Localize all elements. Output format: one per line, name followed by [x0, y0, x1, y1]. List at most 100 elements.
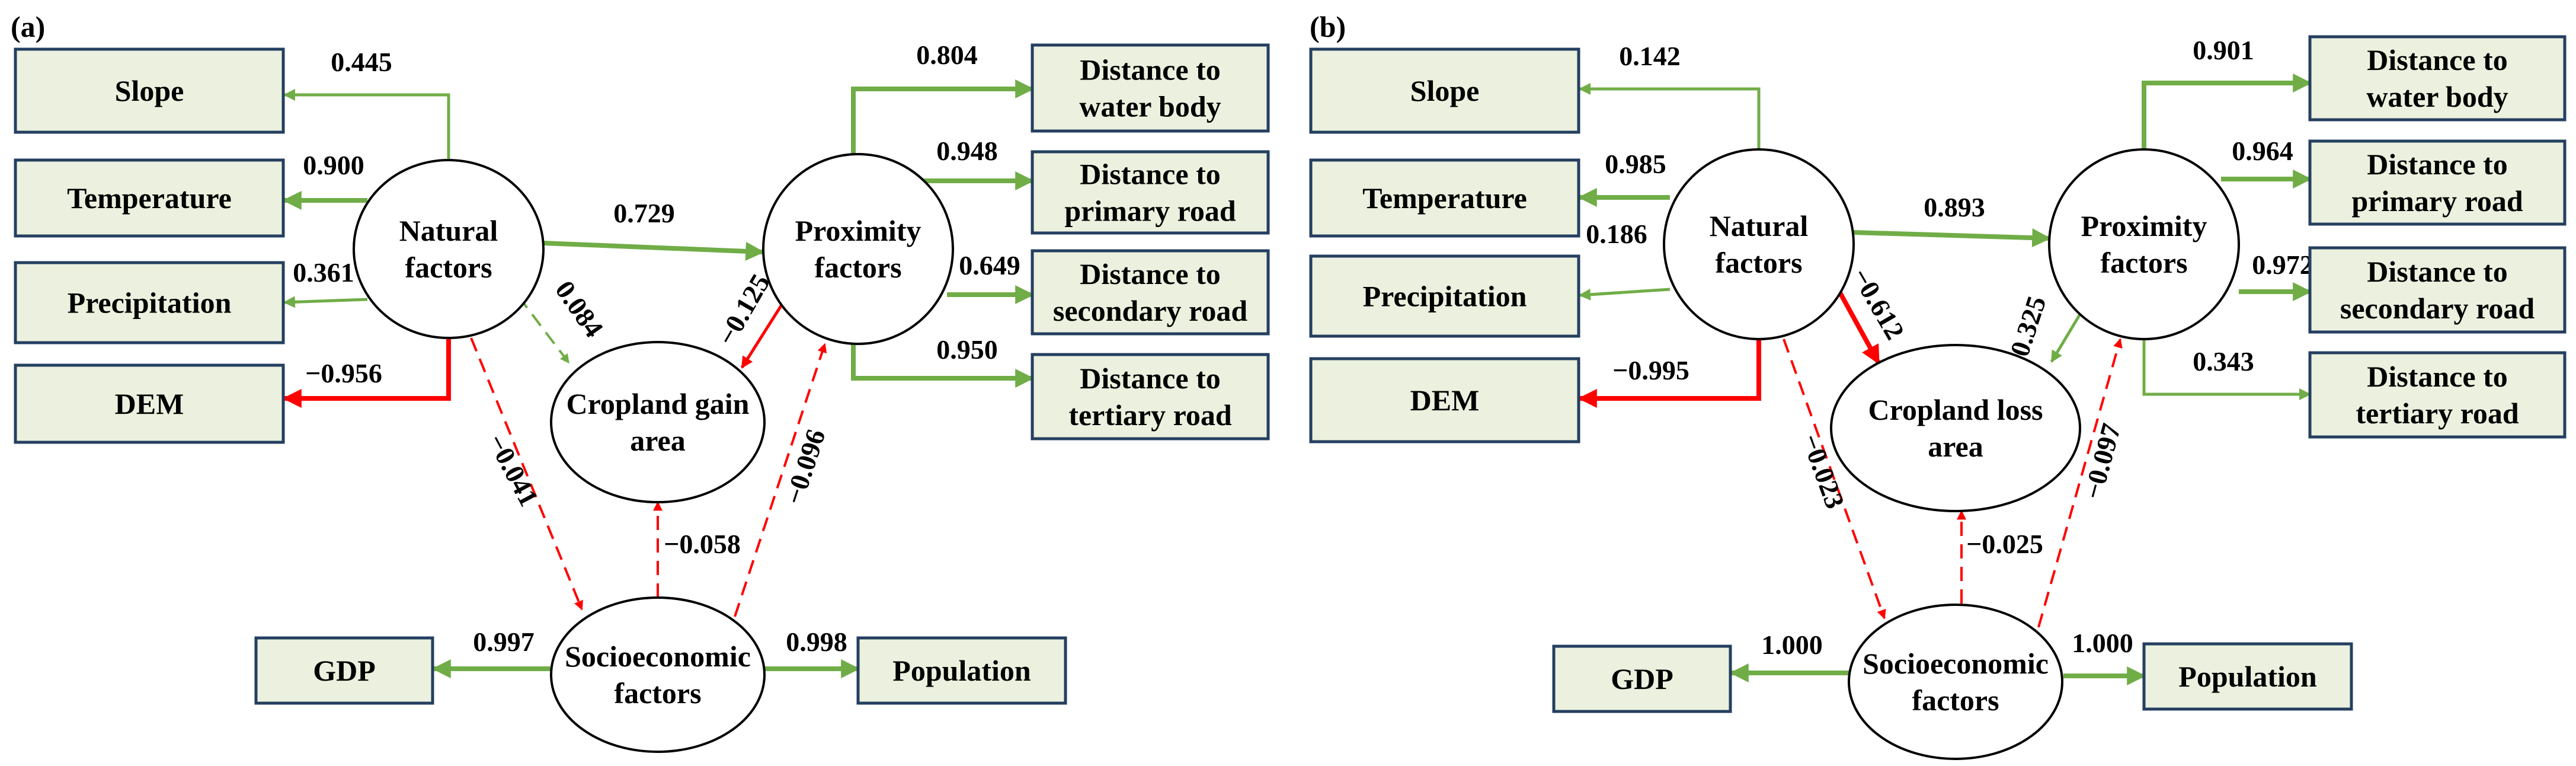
node-label: DEM [1410, 384, 1480, 417]
node-label: Distance to primary road [2351, 148, 2523, 218]
path-arrow-proximity-tertiary [851, 344, 1035, 388]
path-arrow-natural-slope [1579, 83, 1761, 149]
box-shape [1309, 357, 1580, 443]
path-coefficient-natural-slope: 0.445 [331, 47, 392, 77]
path-arrow-natural-precipitation [283, 296, 368, 308]
path-coefficient-proximity-water: 0.804 [916, 40, 978, 70]
node-label: Distance to secondary road [2340, 255, 2535, 325]
latent-oval-proximity: Proximity factors [762, 153, 954, 345]
observed-box-tertiary: Distance to tertiary road [2308, 351, 2567, 439]
node-label: Cropland gain area [567, 387, 750, 457]
path-arrow-natural-socio [470, 337, 583, 611]
latent-oval-cropland: Cropland loss area [1830, 344, 2081, 512]
node-label: Precipitation [68, 286, 232, 320]
latent-oval-socio: Socioeconomic factors [550, 596, 766, 753]
node-label: Proximity factors [795, 214, 921, 284]
node-label: Socioeconomic factors [1863, 647, 2049, 717]
path-arrow-natural-slope [283, 89, 450, 160]
path-arrow-natural-dem [282, 338, 451, 408]
observed-box-gdp: GDP [254, 636, 434, 705]
path-coefficient-proximity-water: 0.901 [2193, 35, 2254, 65]
observed-box-population: Population [2142, 642, 2353, 711]
node-label: Slope [1410, 74, 1480, 107]
observed-box-primary: Distance to primary road [2308, 139, 2567, 226]
oval-shape [1663, 148, 1855, 340]
observed-box-gdp: GDP [1552, 644, 1732, 713]
box-shape [254, 636, 434, 705]
node-label: Natural factors [1710, 209, 1809, 279]
panel-label: (a) [11, 10, 45, 43]
path-coefficient-natural-cropland: 0.084 [549, 275, 609, 343]
latent-oval-proximity: Proximity factors [2048, 148, 2240, 340]
path-arrow-socio-proximity [2037, 338, 2123, 628]
node-label: Socioeconomic factors [565, 640, 751, 710]
node-label: Proximity factors [2081, 209, 2207, 279]
path-arrow-proximity-water [851, 79, 1035, 154]
node-label: Slope [115, 74, 184, 107]
box-shape [1031, 249, 1270, 336]
path-coefficient-natural-socio: −0.041 [482, 429, 545, 510]
path-coefficient-natural-proximity: 0.729 [613, 198, 675, 228]
path-arrow-proximity-cropland [2050, 313, 2082, 363]
path-coefficient-proximity-secondary: 0.972 [2252, 250, 2313, 280]
node-label: Distance to tertiary road [1068, 362, 1232, 432]
latent-oval-natural: Natural factors [353, 159, 545, 339]
observed-box-temperature: Temperature [1309, 158, 1580, 238]
box-shape [2308, 35, 2567, 122]
box-shape [1309, 254, 1580, 338]
panel-a: (a) 0.445 0.900 0.361 −0.956 0.729 0.084 −0.041… [11, 10, 1270, 753]
path-coefficient-proximity-tertiary: 0.950 [936, 334, 998, 365]
node-label: Distance to water body [2366, 43, 2508, 113]
latent-oval-natural: Natural factors [1663, 148, 1855, 340]
observed-box-tertiary: Distance to tertiary road [1031, 353, 1270, 441]
node-label: Population [892, 654, 1031, 687]
path-coefficient-natural-cropland: −0.612 [1846, 263, 1911, 344]
node-label: Temperature [67, 181, 232, 215]
path-coefficient-natural-slope: 0.142 [1619, 41, 1681, 71]
oval-shape [550, 341, 766, 503]
path-coefficient-socio-gdp: 0.997 [473, 627, 535, 657]
node-label: Temperature [1362, 181, 1527, 215]
path-coefficient-natural-temperature: 0.985 [1605, 149, 1666, 179]
node-label: DEM [115, 387, 184, 420]
path-coefficient-socio-cropland: −0.025 [1966, 529, 2043, 559]
observed-box-slope: Slope [1309, 47, 1580, 134]
panel-b: (b) 0.142 0.985 0.186 −0.995 0.893 −0.612 −0.02… [1309, 10, 2567, 760]
box-shape [2308, 139, 2567, 226]
path-coefficient-socio-population: 1.000 [2072, 628, 2133, 658]
observed-box-secondary: Distance to secondary road [2308, 246, 2567, 334]
box-shape [14, 47, 285, 134]
observed-box-population: Population [856, 636, 1067, 705]
oval-shape [2048, 148, 2240, 340]
observed-box-temperature: Temperature [14, 158, 285, 238]
path-arrow-natural-dem [1577, 339, 1761, 408]
oval-shape [550, 596, 766, 753]
node-label: Distance to secondary road [1053, 257, 1247, 327]
path-coefficient-proximity-primary: 0.964 [2232, 136, 2293, 166]
node-label: Natural factors [399, 214, 498, 284]
path-coefficient-proximity-tertiary: 0.343 [2193, 346, 2254, 376]
panel-label: (b) [1310, 10, 1346, 43]
path-arrow-natural-cropland [517, 295, 570, 364]
observed-box-precipitation: Precipitation [1309, 254, 1580, 338]
box-shape [1031, 150, 1270, 235]
path-coefficient-socio-proximity: −0.096 [779, 426, 831, 508]
path-coefficient-natural-dem: −0.995 [1612, 355, 1689, 385]
path-coefficient-socio-gdp: 1.000 [1761, 630, 1823, 660]
path-coefficient-natural-temperature: 0.900 [303, 150, 364, 180]
node-label: Distance to water body [1079, 53, 1221, 123]
path-coefficient-natural-proximity: 0.893 [1924, 192, 1985, 222]
box-shape [856, 636, 1067, 705]
path-coefficient-proximity-cropland: −0.125 [711, 269, 776, 350]
node-label: GDP [313, 654, 376, 687]
path-arrow-natural-proximity [1853, 228, 2052, 248]
oval-shape [762, 153, 954, 345]
path-arrow-proximity-cropland [740, 295, 789, 369]
node-label: GDP [1611, 662, 1673, 695]
observed-box-slope: Slope [14, 47, 285, 134]
path-arrow-natural-precipitation [1579, 288, 1671, 301]
box-shape [14, 158, 285, 238]
box-shape [2308, 246, 2567, 334]
latent-oval-socio: Socioeconomic factors [1848, 604, 2063, 760]
path-arrow-natural-socio [1783, 339, 1886, 620]
